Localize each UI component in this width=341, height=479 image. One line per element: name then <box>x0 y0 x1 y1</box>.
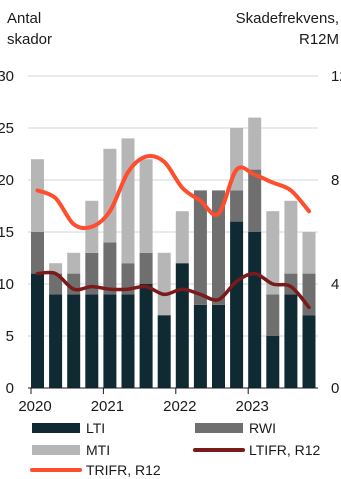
left-axis-title-line-1: Antal <box>7 10 41 27</box>
bar-rwi <box>31 232 44 274</box>
y-left-tick-label: 5 <box>6 328 14 345</box>
legend-label-ltifr: LTIFR, R12 <box>249 442 321 458</box>
line-ltifr <box>35 270 311 310</box>
bar-mti <box>302 232 316 274</box>
bar-lti <box>193 304 207 388</box>
bar-mti <box>31 159 44 232</box>
y-left-tick-label: 20 <box>0 172 14 189</box>
y-left-tick-label: 30 <box>0 68 14 85</box>
bar-lti <box>266 336 280 388</box>
lines <box>35 153 311 310</box>
bar-lti <box>212 304 225 388</box>
y-right-tick-label: 8 <box>331 172 339 189</box>
bar-lti <box>157 315 171 388</box>
legend-label-mti: MTI <box>86 442 110 458</box>
x-tick-label: 2020 <box>18 398 51 415</box>
bars <box>31 117 316 388</box>
bar-rwi <box>212 190 225 305</box>
bar-lti <box>67 294 81 388</box>
bar-lti <box>302 315 316 388</box>
right-axis-title-line-1: Skadefrekvens, <box>236 10 339 27</box>
bar-rwi <box>266 294 280 336</box>
bar-rwi <box>193 190 207 305</box>
legend-swatch-rwi <box>195 423 243 433</box>
right-axis-title-line-2: R12M <box>299 31 339 48</box>
x-tick-label: 2022 <box>163 398 196 415</box>
bar-lti <box>230 221 244 388</box>
bar-lti <box>139 284 153 388</box>
bar-mti <box>175 211 189 264</box>
legend-label-lti: LTI <box>86 420 105 436</box>
bar-mti <box>121 138 135 264</box>
bar-lti <box>49 294 63 388</box>
legend-label-trifr: TRIFR, R12 <box>86 462 161 478</box>
y-right-tick-label: 0 <box>331 380 339 397</box>
line-trifr <box>35 153 311 231</box>
left-axis-title-line-2: skador <box>7 31 52 48</box>
x-tick-label: 2023 <box>236 398 269 415</box>
bar-mti <box>266 211 280 295</box>
bar-lti <box>284 294 298 388</box>
bar-lti <box>175 263 189 388</box>
bar-rwi <box>49 273 63 295</box>
bar-lti <box>121 294 135 388</box>
bar-rwi <box>139 252 153 284</box>
axes: 0 5 10 15 20 25 30 0 4 8 12 2020 2021 2022 2023 <box>0 68 341 415</box>
legend-swatch-lti <box>32 423 80 433</box>
bar-rwi <box>103 242 117 295</box>
legend: LTI RWI MTI LTIFR, R12 TRIFR, R12 <box>30 420 321 478</box>
y-left-tick-label: 10 <box>0 276 14 293</box>
y-left-tick-label: 25 <box>0 120 14 137</box>
bar-mti <box>248 117 262 170</box>
bar-mti <box>49 263 63 274</box>
legend-swatch-mti <box>32 445 80 455</box>
bar-lti <box>31 273 44 388</box>
bar-rwi <box>230 190 244 222</box>
bar-rwi <box>85 252 99 295</box>
bar-mti <box>157 252 171 316</box>
bar-mti <box>103 148 117 243</box>
bar-mti <box>284 200 298 274</box>
bar-rwi <box>121 263 135 295</box>
bar-rwi <box>248 169 262 232</box>
y-left-tick-label: 0 <box>6 380 14 397</box>
legend-label-rwi: RWI <box>249 420 276 436</box>
y-right-tick-label: 12 <box>331 68 341 85</box>
bar-lti <box>103 294 117 388</box>
bar-mti <box>67 252 81 274</box>
bar-lti <box>85 294 99 388</box>
y-left-tick-label: 15 <box>0 224 14 241</box>
y-right-tick-label: 4 <box>331 276 339 293</box>
bar-lti <box>248 232 262 388</box>
x-tick-label: 2021 <box>91 398 124 415</box>
bar-mti <box>139 159 153 253</box>
